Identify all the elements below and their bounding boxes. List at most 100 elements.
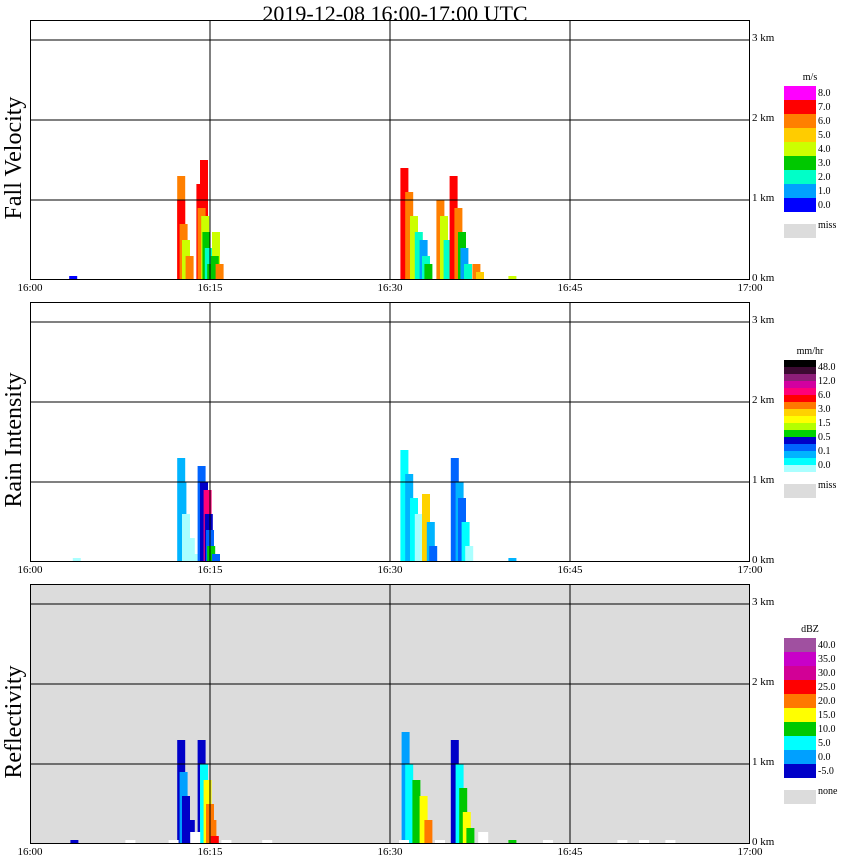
legend-label: 5.0 xyxy=(818,130,831,141)
echo-cell xyxy=(508,558,517,562)
none-cell xyxy=(639,840,649,844)
echo-cell xyxy=(400,450,409,562)
x-tick-label: 16:15 xyxy=(197,846,223,858)
legend-label: 0.0 xyxy=(818,752,831,763)
legend-swatch xyxy=(784,423,816,430)
echo-cell xyxy=(466,828,475,844)
echo-cell xyxy=(182,514,190,562)
legend-swatch xyxy=(784,409,816,416)
legend-label: 5.0 xyxy=(818,738,831,749)
legend-unit: mm/hr xyxy=(796,346,824,357)
x-tick-label: 16:15 xyxy=(197,564,223,576)
legend-swatch xyxy=(784,750,816,764)
echo-cell xyxy=(414,514,423,562)
echo-cell xyxy=(422,494,430,562)
legend-swatch xyxy=(784,451,816,458)
plot-frame xyxy=(30,20,750,280)
y-tick-label: 0 km xyxy=(752,554,775,566)
reflectivity-panel: Reflectivity 16:00 16:15 16:30 16:45 17:00 0 … xyxy=(0,584,850,864)
legend-swatch xyxy=(784,374,816,381)
echo-cell xyxy=(405,474,414,562)
y-tick-label: 3 km xyxy=(752,596,775,608)
rain-intensity-plot xyxy=(30,302,750,562)
legend-swatch xyxy=(784,444,816,451)
echo-cell xyxy=(426,522,435,562)
echo-cell xyxy=(400,168,409,280)
echo-cell xyxy=(508,840,517,844)
legend-label: 3.0 xyxy=(818,404,831,415)
legend-miss-label: miss xyxy=(818,220,837,231)
echo-cell xyxy=(210,836,219,844)
echo-cell xyxy=(424,264,433,280)
legend-label: -5.0 xyxy=(818,766,834,777)
y-tick-label: 3 km xyxy=(752,32,775,44)
legend-swatch xyxy=(784,708,816,722)
legend-label: 15.0 xyxy=(818,710,836,721)
legend-label: 8.0 xyxy=(818,88,831,99)
y-tick-label: 1 km xyxy=(752,756,775,768)
none-cell xyxy=(221,840,232,844)
legend-label: 6.0 xyxy=(818,390,831,401)
echo-cell xyxy=(476,272,484,280)
legend-swatch xyxy=(784,170,816,184)
echo-cell xyxy=(450,458,459,562)
echo-cell xyxy=(185,256,194,280)
legend-swatch xyxy=(784,367,816,374)
legend-miss-swatch xyxy=(784,224,816,238)
legend-label: 4.0 xyxy=(818,144,831,155)
reflectivity-title: Reflectivity xyxy=(1,665,27,779)
x-tick-label: 16:45 xyxy=(557,564,583,576)
echo-cell xyxy=(182,796,190,844)
x-tick-label: 16:00 xyxy=(17,282,43,294)
legend-label: 0.0 xyxy=(818,200,831,211)
legend-swatch xyxy=(784,430,816,437)
legend-swatch xyxy=(784,416,816,423)
legend-label: 0.1 xyxy=(818,446,831,457)
legend-miss-swatch xyxy=(784,790,816,804)
legend-label: 2.0 xyxy=(818,172,831,183)
legend-miss-swatch xyxy=(784,484,816,498)
legend-label: 0.5 xyxy=(818,432,831,443)
none-cell xyxy=(399,840,409,844)
x-tick-label: 16:30 xyxy=(377,282,403,294)
legend-swatch xyxy=(784,465,816,472)
none-cell xyxy=(478,832,489,844)
y-tick-label: 1 km xyxy=(752,192,775,204)
legend-swatch xyxy=(784,142,816,156)
echo-cell xyxy=(508,276,517,280)
legend-label: 0.0 xyxy=(818,460,831,471)
echo-cell xyxy=(72,558,81,562)
legend-label: 48.0 xyxy=(818,362,836,373)
legend-swatch xyxy=(784,694,816,708)
x-tick-label: 16:15 xyxy=(197,282,223,294)
echo-cell xyxy=(443,240,452,280)
fall-velocity-title: Fall Velocity xyxy=(1,96,27,220)
x-tick-label: 16:45 xyxy=(557,282,583,294)
legend-swatch xyxy=(784,395,816,402)
echo-cell xyxy=(210,256,219,280)
echo-cell xyxy=(405,192,414,280)
legend-miss-label: miss xyxy=(818,480,837,491)
echo-cell xyxy=(449,176,458,280)
legend-label: 20.0 xyxy=(818,696,836,707)
legend-swatch xyxy=(784,680,816,694)
legend-label: 1.0 xyxy=(818,186,831,197)
legend-swatch xyxy=(784,652,816,666)
echo-cell xyxy=(191,554,200,562)
legend-label: 7.0 xyxy=(818,102,831,113)
legend-swatch xyxy=(784,736,816,750)
y-tick-label: 1 km xyxy=(752,474,775,486)
legend-swatch xyxy=(784,156,816,170)
none-cell xyxy=(617,840,628,844)
x-tick-label: 16:30 xyxy=(377,846,403,858)
fall-velocity-panel: Fall Velocity 16:00 16:15 16:30 16:45 17:00 0… xyxy=(0,20,850,300)
legend-unit: dBZ xyxy=(801,624,819,635)
echo-cell xyxy=(215,264,224,280)
rain-intensity-panel: Rain Intensity 16:00 16:15 16:30 16:45 17:00… xyxy=(0,302,850,582)
legend-swatch xyxy=(784,764,816,778)
echo-cell xyxy=(207,546,216,562)
x-tick-label: 17:00 xyxy=(737,564,763,576)
legend-swatch xyxy=(784,360,816,367)
legend-swatch xyxy=(784,198,816,212)
x-tick-label: 16:45 xyxy=(557,846,583,858)
